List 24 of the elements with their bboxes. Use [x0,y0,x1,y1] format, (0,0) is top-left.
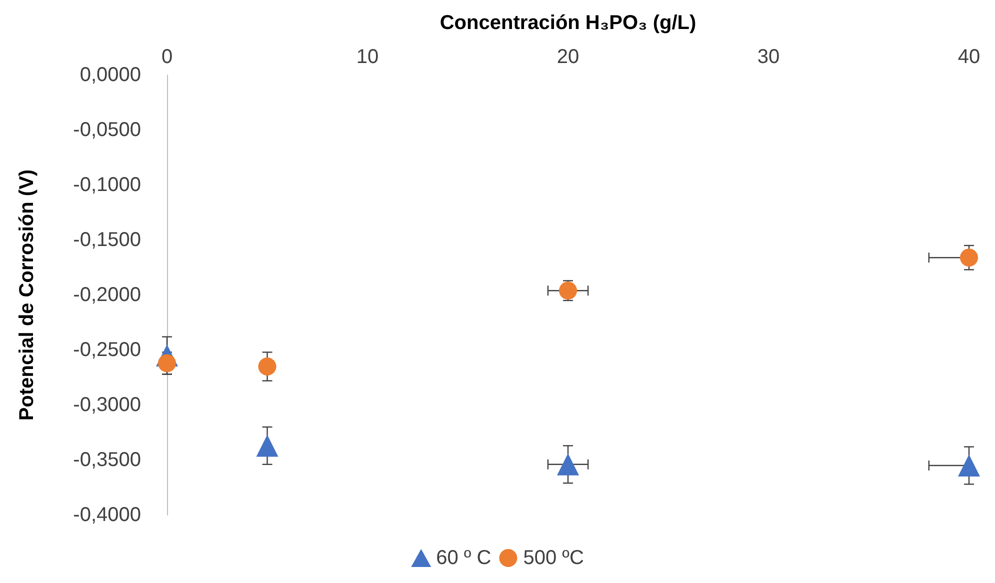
y-tick-label: -0,2500 [73,339,141,361]
x-tick-label: 20 [556,46,580,68]
y-tick-label: -0,1500 [73,229,141,251]
y-tick-label: -0,3000 [73,394,141,416]
point [256,434,278,457]
legend-label: 60 º C [436,547,492,569]
x-tick-label: 0 [161,46,173,68]
x-tick-label: 40 [958,46,980,68]
y-tick-label: -0,4000 [73,504,141,526]
y-tick-label: -0,3500 [73,449,141,471]
point [258,358,276,376]
y-tick-label: 0,0000 [80,64,141,86]
legend-label: 500 ºC [523,547,584,569]
y-tick-label: -0,2000 [73,284,141,306]
point [559,282,577,300]
x-tick-label: 30 [757,46,780,68]
point [960,248,978,267]
x-tick-label: 10 [356,46,379,68]
y-axis-title: Potencial de Corrosión (V) [16,169,38,421]
y-tick-label: -0,0500 [73,119,141,141]
x-axis-title: Concentración H₃PO₃ (g/L) [440,12,696,34]
y-tick-label: -0,1000 [73,174,141,196]
point [958,454,980,476]
point [557,453,579,476]
